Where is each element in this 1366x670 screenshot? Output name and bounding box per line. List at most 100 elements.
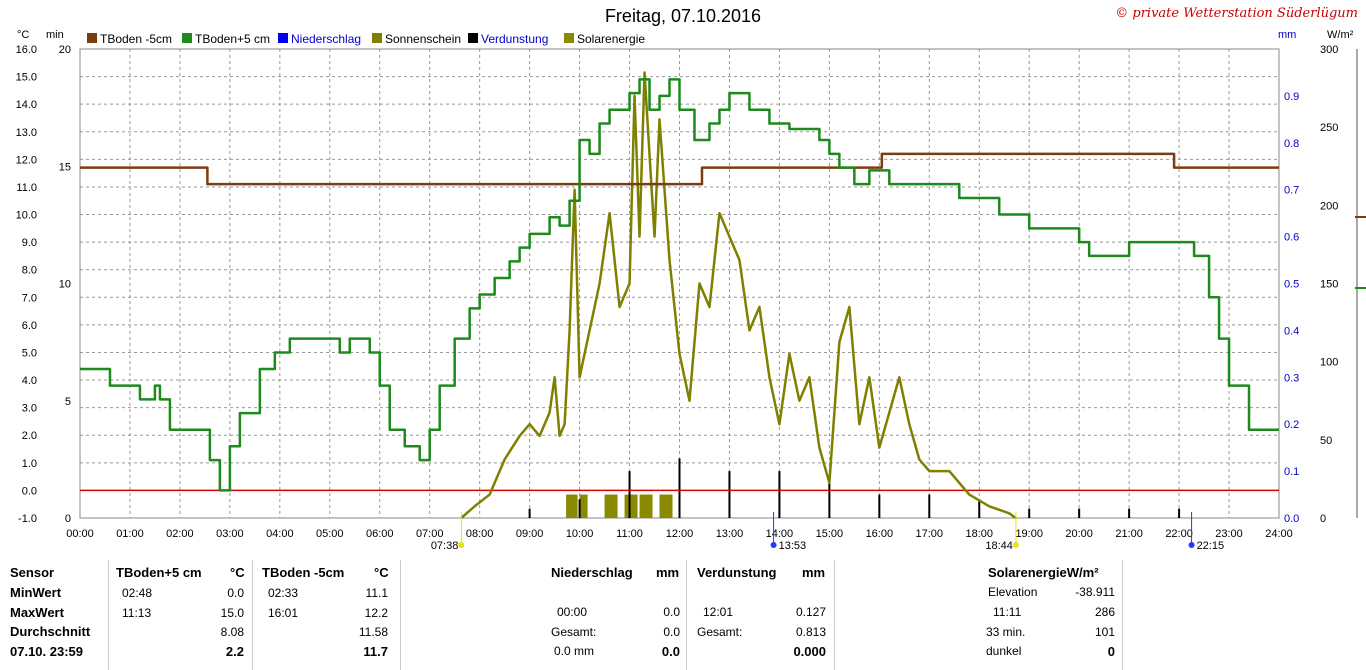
- tboden-m5-min: 11.1: [365, 586, 388, 600]
- legend-swatch: [372, 33, 382, 43]
- x-tick-label: 02:00: [166, 528, 194, 540]
- verdunstung-header: Verdunstung: [697, 565, 777, 580]
- legend-swatch: [468, 33, 478, 43]
- series-line: [80, 152, 1279, 186]
- sun-event-label: 13:53: [779, 540, 807, 552]
- chart-grid: [79, 48, 1280, 519]
- x-tick-label: 00:00: [66, 528, 94, 540]
- temp-tick-label: 6.0: [22, 320, 37, 332]
- min-tick-label: 0: [65, 513, 71, 525]
- temp-tick-label: 15.0: [16, 72, 37, 84]
- series-line: [80, 78, 1279, 492]
- temp-tick-label: 3.0: [22, 403, 37, 415]
- mm-tick-label: 0.9: [1284, 91, 1299, 103]
- x-tick-label: 20:00: [1065, 528, 1093, 540]
- x-tick-label: 12:00: [666, 528, 694, 540]
- wm2-tick-label: 250: [1320, 122, 1338, 134]
- chart-lines: [80, 71, 1279, 520]
- legend-swatch: [278, 33, 288, 43]
- temp-tick-label: 5.0: [22, 347, 37, 359]
- solar-bar: [659, 494, 668, 518]
- x-tick-label: 09:00: [516, 528, 544, 540]
- solar-elevation: -38.911: [1075, 585, 1115, 599]
- verdunstung-unit: mm: [802, 565, 826, 580]
- x-tick-label: 05:00: [316, 528, 344, 540]
- temp-tick-label: 2.0: [22, 430, 37, 442]
- x-tick-label: 03:00: [216, 528, 244, 540]
- min-tick-label: 5: [65, 396, 71, 408]
- sun-event-dot: [1188, 542, 1195, 548]
- x-tick-label: 14:00: [766, 528, 794, 540]
- solar-bar: [609, 494, 618, 518]
- tboden-p5-max-time: 11:13: [122, 606, 152, 620]
- x-tick-label: 01:00: [116, 528, 144, 540]
- mm-tick-label: 0.4: [1284, 325, 1299, 337]
- niederschlag-unit: mm: [656, 565, 680, 580]
- sun-event-dot: [1012, 542, 1019, 548]
- niederschlag-max: 0.0: [663, 605, 680, 619]
- verdunstung-bar: [828, 480, 831, 518]
- solar-bar: [644, 494, 653, 518]
- mm-tick-label: 0.7: [1284, 185, 1299, 197]
- mm-tick-label: 0.3: [1284, 372, 1299, 384]
- verdunstung-bar: [778, 471, 781, 518]
- verdunstung-max-time: 12:01: [703, 605, 734, 619]
- solar-max: 286: [1094, 605, 1115, 619]
- verdunstung-bar: [1028, 508, 1031, 518]
- legend-label: Solarenergie: [577, 32, 645, 46]
- verdunstung-total-label: Gesamt:: [697, 625, 743, 639]
- x-tick-label: 23:00: [1215, 528, 1243, 540]
- legend-label: TBoden -5cm: [100, 32, 172, 46]
- legend-swatch: [564, 33, 574, 43]
- tboden-p5-min: 0.0: [227, 586, 244, 600]
- wm2-tick-label: 200: [1320, 200, 1338, 212]
- solar-avg-label: 33 min.: [986, 625, 1026, 639]
- mm-tick-label: 0.0: [1284, 513, 1299, 525]
- solar-bar: [604, 494, 613, 518]
- temp-tick-label: 10.0: [16, 210, 37, 222]
- x-tick-label: 17:00: [916, 528, 944, 540]
- x-tick-label: 21:00: [1115, 528, 1143, 540]
- solar-bar: [664, 494, 673, 518]
- x-tick-label: 22:00: [1165, 528, 1193, 540]
- solar-max-time: 11:11: [993, 605, 1022, 619]
- x-tick-label: 10:00: [566, 528, 594, 540]
- tboden-p5-avg: 8.08: [220, 625, 244, 639]
- min-tick-label: 20: [59, 44, 71, 56]
- chart-bars: [528, 458, 1181, 518]
- sun-event-dot: [770, 542, 777, 548]
- niederschlag-current-label: 0.0 mm: [554, 644, 595, 658]
- wm2-tick-label: 300: [1320, 44, 1338, 56]
- verdunstung-bar: [1178, 508, 1181, 518]
- solar-bar: [569, 494, 578, 518]
- solar-dark-label: dunkel: [986, 644, 1022, 658]
- min-tick-label: 15: [59, 161, 71, 173]
- tboden-m5-max: 12.2: [364, 606, 388, 620]
- temp-tick-label: 9.0: [22, 237, 37, 249]
- wm2-tick-label: 100: [1320, 357, 1338, 369]
- mm-tick-label: 0.1: [1284, 466, 1299, 478]
- verdunstung-bar: [578, 499, 581, 518]
- niederschlag-total-label: Gesamt:: [551, 625, 597, 639]
- solar-header: SolarenergieW/m²: [988, 565, 1099, 580]
- tboden-m5-max-time: 16:01: [268, 606, 299, 620]
- verdunstung-current: 0.000: [793, 644, 826, 659]
- mm-unit-label: mm: [1278, 29, 1296, 41]
- tboden-p5-header: TBoden+5 cm: [116, 565, 202, 580]
- solar-dark: 0: [1107, 644, 1115, 659]
- wm2-tick-label: 0: [1320, 513, 1326, 525]
- verdunstung-bar: [728, 471, 731, 518]
- row-label-max: MaxWert: [10, 605, 64, 620]
- verdunstung-bar: [1078, 508, 1081, 518]
- series-line: [460, 71, 1017, 520]
- solar-bar: [639, 494, 648, 518]
- sensor-header: Sensor: [10, 565, 55, 580]
- chart-axes: 00:00 01:00 02:00 03:00 04:00 05:00 06:00 07:00…: [16, 29, 1366, 540]
- sun-event-label: 18:44: [985, 540, 1013, 552]
- sun-events: 07:38 13:53 18:44 22:15: [431, 512, 1224, 552]
- min-tick-label: 10: [59, 279, 71, 291]
- x-tick-label: 18:00: [965, 528, 993, 540]
- x-tick-label: 19:00: [1015, 528, 1043, 540]
- row-label-min: MinWert: [10, 585, 62, 600]
- temp-tick-label: 7.0: [22, 292, 37, 304]
